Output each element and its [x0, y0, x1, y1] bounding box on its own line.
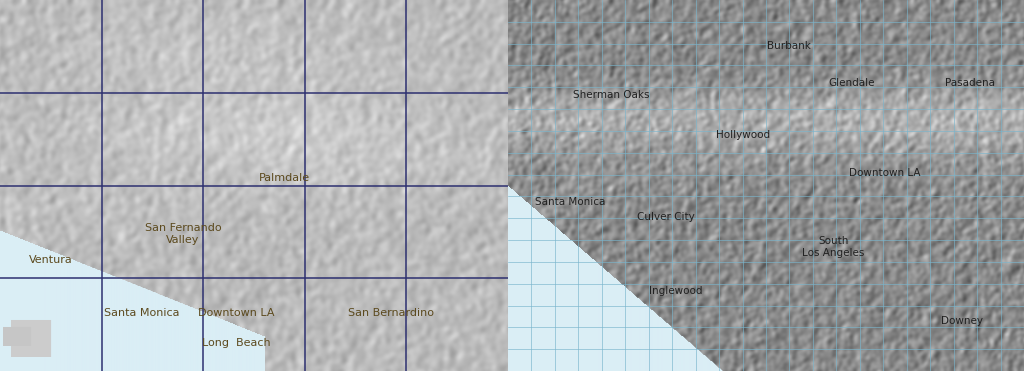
Text: South
Los Angeles: South Los Angeles: [802, 236, 864, 257]
Text: Downtown LA: Downtown LA: [198, 309, 274, 318]
Text: Burbank: Burbank: [767, 42, 811, 51]
Text: Ventura: Ventura: [29, 255, 73, 265]
Text: Downey: Downey: [941, 316, 983, 326]
Text: Glendale: Glendale: [827, 79, 874, 88]
Text: Hollywood: Hollywood: [716, 131, 770, 140]
Text: San Fernando
Valley: San Fernando Valley: [144, 223, 221, 244]
Text: Downtown LA: Downtown LA: [849, 168, 921, 177]
Text: Palmdale: Palmdale: [259, 173, 310, 183]
Text: Santa Monica: Santa Monica: [535, 197, 605, 207]
Text: Inglewood: Inglewood: [649, 286, 702, 296]
Text: Sherman Oaks: Sherman Oaks: [573, 90, 649, 99]
Text: Pasadena: Pasadena: [945, 79, 995, 88]
Text: San Bernardino: San Bernardino: [348, 309, 434, 318]
Text: Long  Beach: Long Beach: [202, 338, 270, 348]
Text: Culver City: Culver City: [637, 212, 694, 222]
Text: Santa Monica: Santa Monica: [104, 309, 180, 318]
